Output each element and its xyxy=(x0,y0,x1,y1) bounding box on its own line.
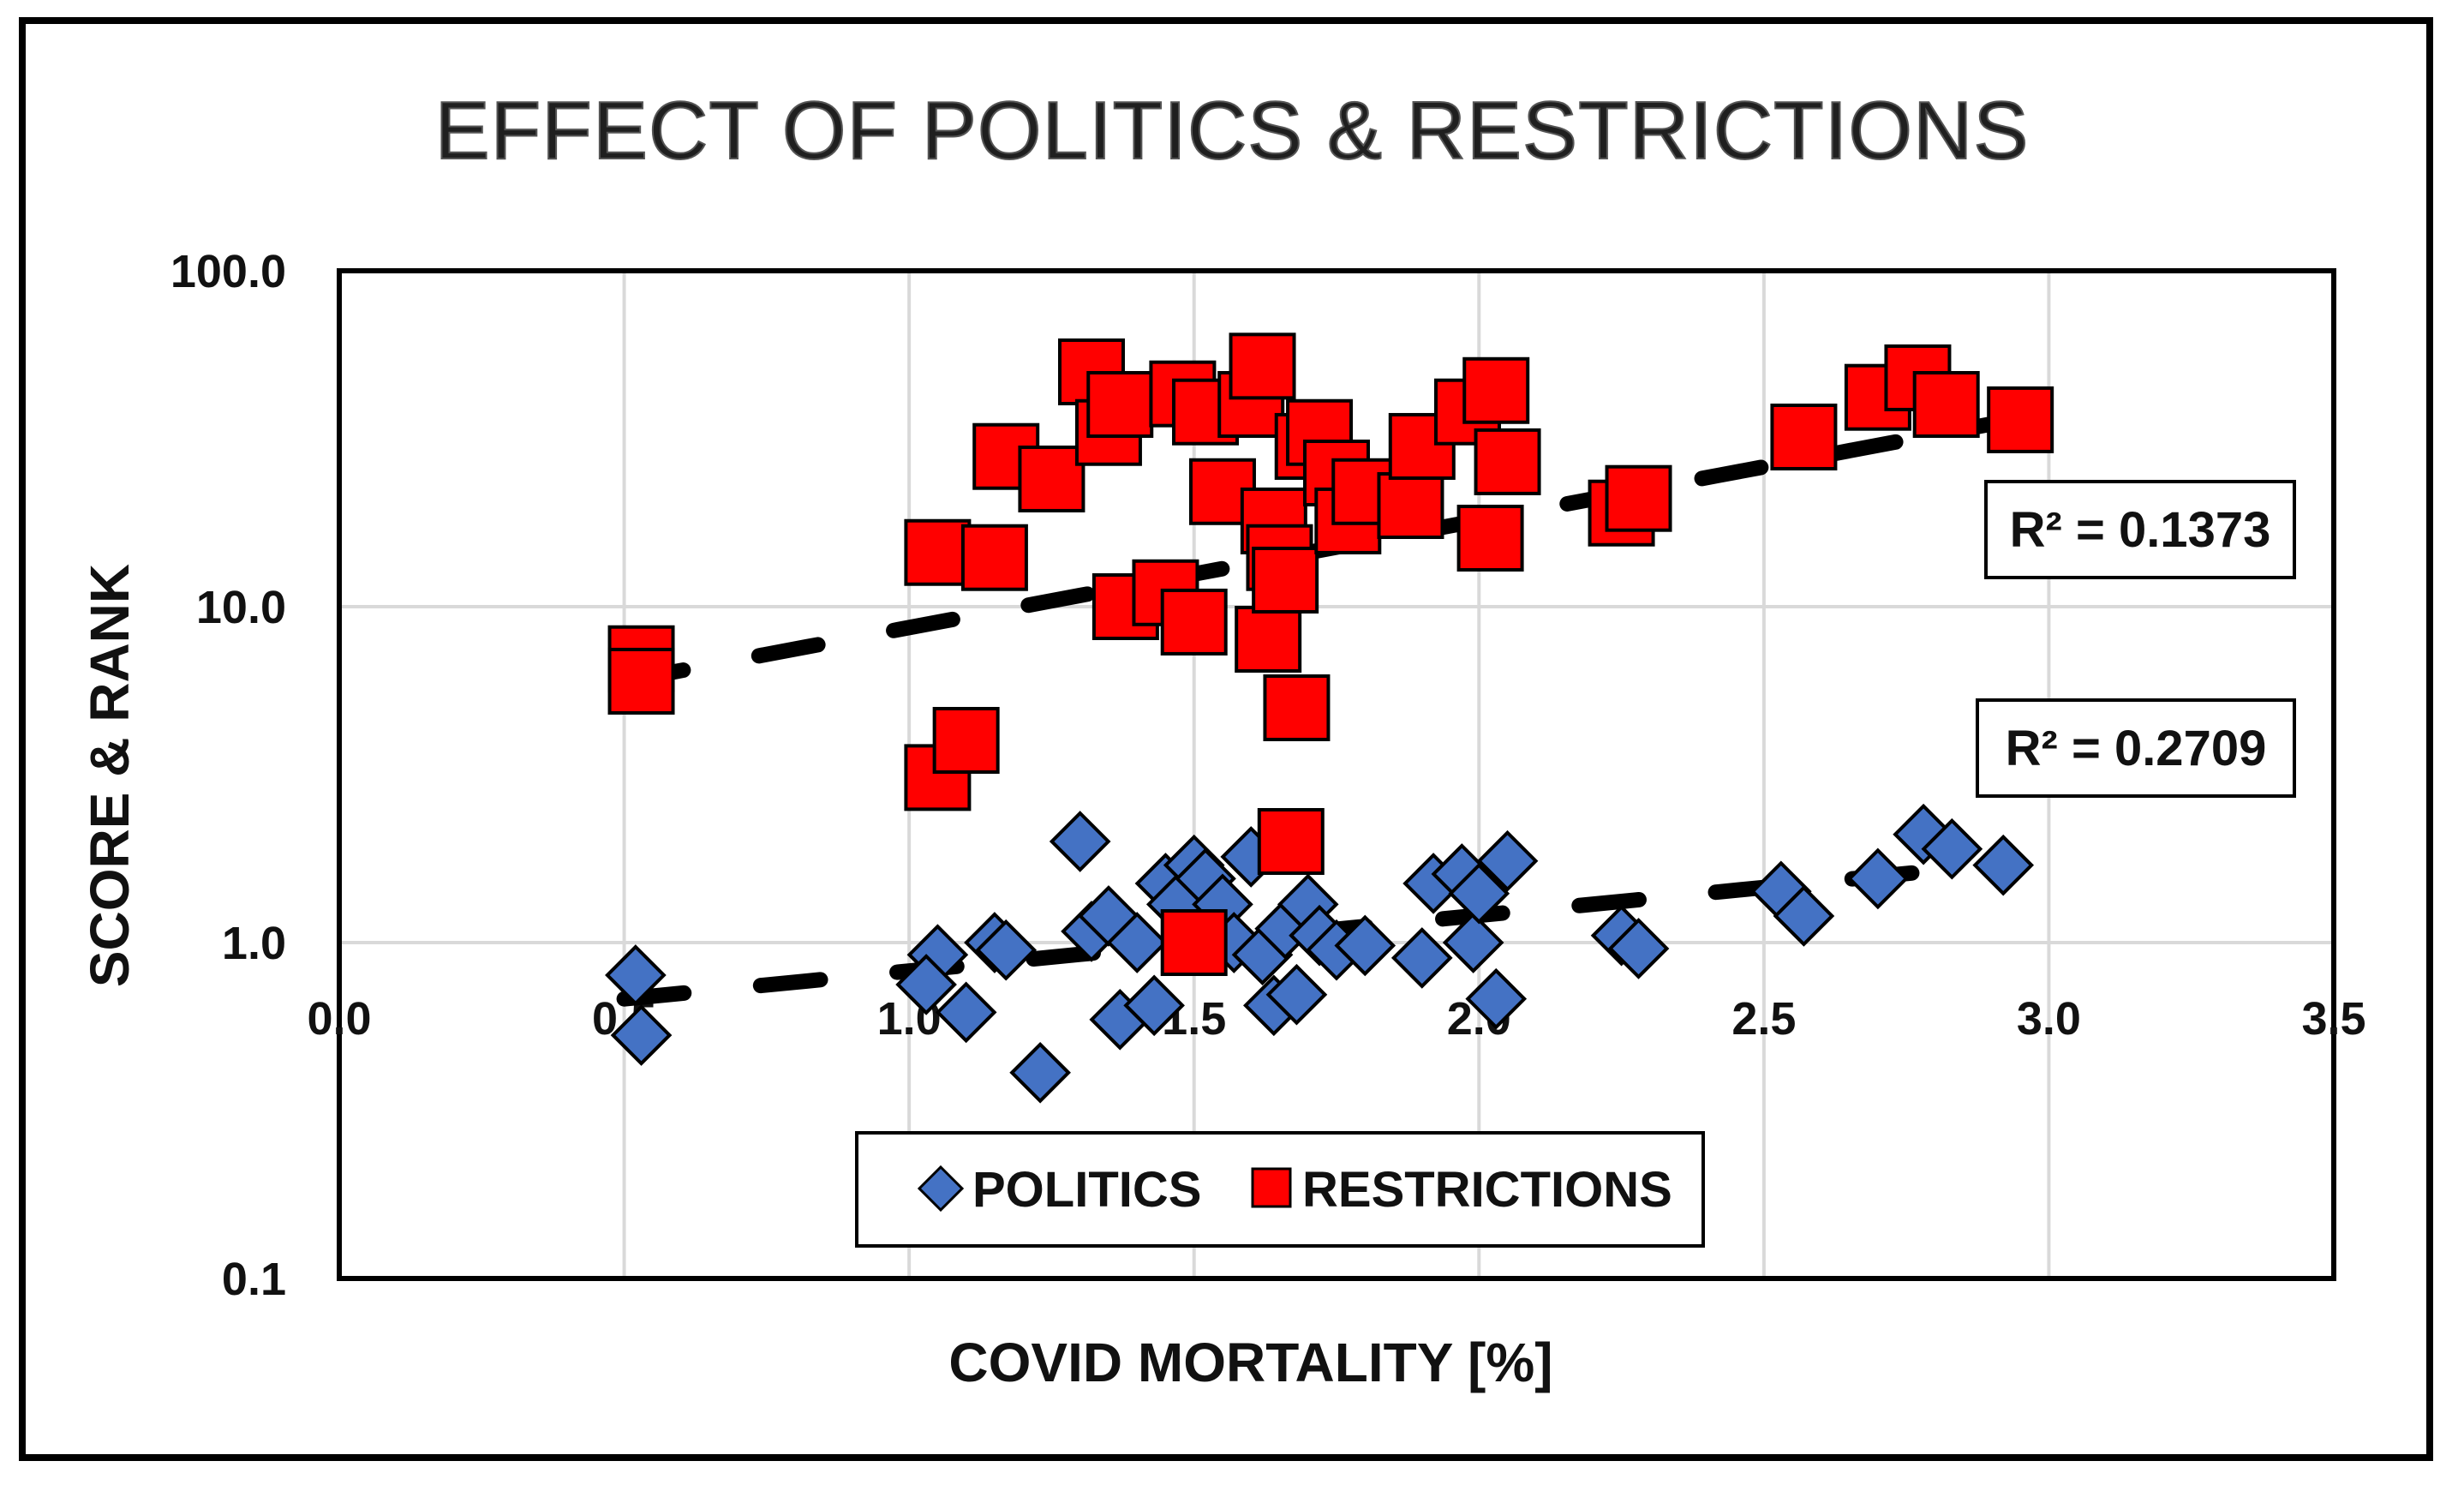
politics-point xyxy=(935,981,997,1044)
x-tick-label: 2.5 xyxy=(1731,993,1796,1045)
y-axis-title: SCORE & RANK xyxy=(79,564,141,987)
restrictions-point xyxy=(1252,546,1319,614)
r2-text-politics: R² = 0.2709 xyxy=(2006,721,2267,776)
restrictions-point xyxy=(960,524,1028,591)
politics-point xyxy=(1334,914,1396,977)
legend-restrictions-marker xyxy=(1251,1167,1292,1208)
politics-point xyxy=(1448,862,1510,925)
restrictions-point xyxy=(1912,370,1980,438)
restrictions-point xyxy=(904,518,972,586)
restrictions-point xyxy=(1086,370,1154,438)
politics-point xyxy=(1390,927,1453,989)
r2-label-politics: R² = 0.2709 xyxy=(1976,698,2296,798)
politics-point xyxy=(1442,912,1504,973)
restrictions-point xyxy=(1605,464,1672,532)
x-tick-label: 3.0 xyxy=(2017,993,2081,1045)
series-politics xyxy=(605,803,2035,1104)
politics-point xyxy=(1465,967,1528,1030)
restrictions-point xyxy=(1987,386,2054,453)
politics-point xyxy=(1049,811,1111,872)
restrictions-point xyxy=(1257,807,1325,875)
legend: POLITICS RESTRICTIONS xyxy=(855,1131,1705,1248)
politics-point xyxy=(1921,817,1983,880)
r2-text-restrictions: R² = 0.1373 xyxy=(2010,502,2271,558)
x-tick-label: 3.5 xyxy=(2301,993,2365,1045)
politics-point xyxy=(1009,1041,1071,1104)
legend-politics-label: POLITICS xyxy=(972,1162,1201,1218)
legend-restrictions-label: RESTRICTIONS xyxy=(1302,1162,1672,1218)
restrictions-point xyxy=(1474,428,1541,495)
restrictions-point xyxy=(607,647,675,715)
restrictions-point xyxy=(1456,504,1524,572)
data-points xyxy=(605,332,2054,1104)
restrictions-point xyxy=(1462,356,1530,424)
restrictions-point xyxy=(1018,445,1085,512)
restrictions-point xyxy=(932,706,1000,774)
y-axis-ticks: 0.1 1.0 10.0 100.0 xyxy=(170,246,286,1305)
politics-point xyxy=(1476,829,1539,892)
y-tick-label: 10.0 xyxy=(196,582,286,633)
politics-point xyxy=(1972,834,2035,896)
x-tick-label: 0.0 xyxy=(307,993,371,1045)
politics-point xyxy=(975,919,1038,981)
politics-point xyxy=(1607,918,1670,979)
restrictions-point xyxy=(1160,909,1228,976)
chart-title: EFFECT OF POLITICS & RESTRICTIONS xyxy=(435,85,2030,177)
politics-point xyxy=(1265,963,1328,1026)
restrictions-point xyxy=(1263,674,1331,742)
series-restrictions xyxy=(607,332,2054,976)
politics-point xyxy=(895,954,957,1015)
politics-point xyxy=(605,944,667,1006)
restrictions-point xyxy=(1229,332,1296,400)
restrictions-point xyxy=(1235,605,1302,673)
y-tick-label: 0.1 xyxy=(222,1254,286,1305)
politics-point xyxy=(1106,912,1169,973)
politics-point xyxy=(1773,885,1835,947)
r2-label-restrictions: R² = 0.1373 xyxy=(1984,480,2296,579)
politics-point xyxy=(1847,847,1909,910)
x-axis-title: COVID MORTALITY [%] xyxy=(948,1332,1552,1393)
legend-politics-marker xyxy=(917,1165,965,1213)
restrictions-point xyxy=(1770,403,1838,470)
politics-point xyxy=(610,1004,673,1066)
restrictions-point xyxy=(1160,588,1228,656)
plot-area xyxy=(337,268,2336,1281)
politics-point xyxy=(1123,974,1185,1037)
y-tick-label: 100.0 xyxy=(170,246,286,297)
restrictions-point xyxy=(1377,471,1444,539)
y-tick-label: 1.0 xyxy=(222,918,286,969)
